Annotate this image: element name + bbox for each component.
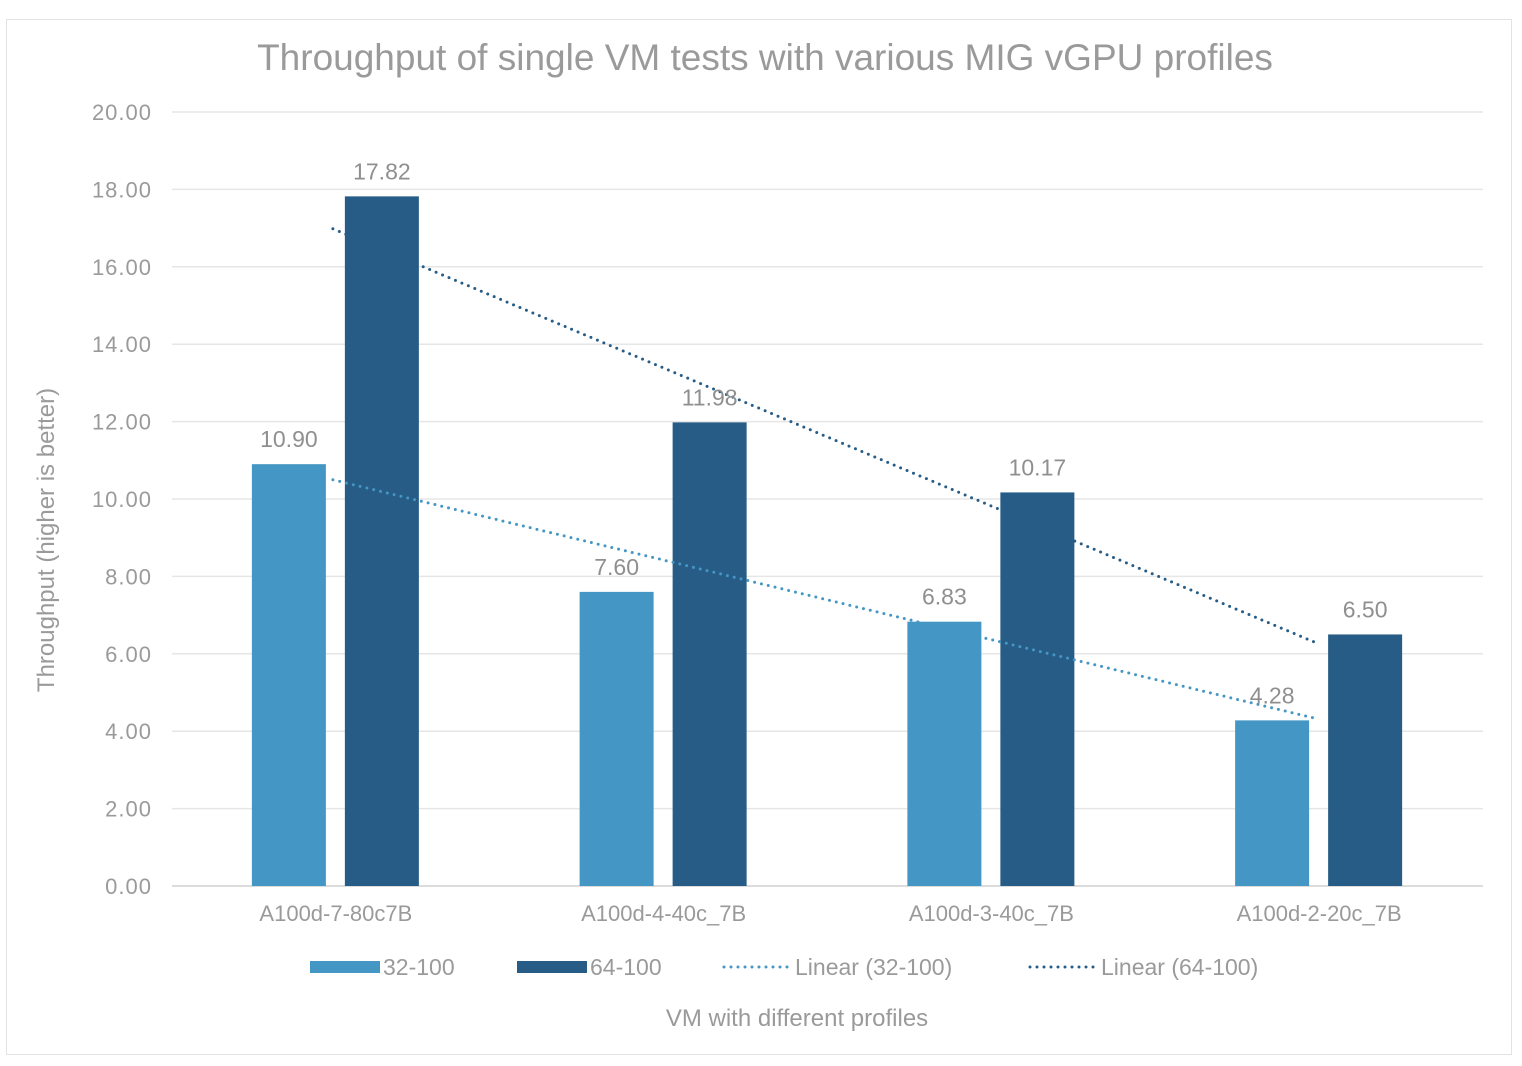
trendline-64-100 <box>331 227 1321 646</box>
data-label: 6.83 <box>922 584 967 610</box>
data-label: 10.17 <box>1009 454 1067 480</box>
y-tick-label: 2.00 <box>105 797 152 822</box>
x-axis-title: VM with different profiles <box>666 1005 928 1032</box>
bars <box>251 196 1403 887</box>
bar-64-100 <box>672 422 747 886</box>
y-tick-label: 12.00 <box>92 410 152 435</box>
bar-32-100 <box>907 621 982 886</box>
y-axis-title: Throughput (higher is better) <box>33 388 60 692</box>
y-axis-tick-labels: 0.00 2.00 4.00 6.00 8.00 10.00 12.00 14.00 16.00… <box>92 100 152 899</box>
trendline-32-100 <box>331 478 1321 721</box>
x-tick-label: A100d-3-40c_7B <box>909 901 1074 926</box>
legend: 32-100 64-100 Linear (32-100) Linear (64-10… <box>310 954 1258 980</box>
y-tick-label: 16.00 <box>92 255 152 280</box>
legend-item-3[interactable]: Linear (32-100) <box>722 954 952 980</box>
bar-64-100 <box>1000 492 1075 886</box>
data-label: 11.98 <box>682 384 738 410</box>
trendlines <box>331 227 1321 721</box>
y-tick-label: 20.00 <box>92 100 152 125</box>
data-label: 17.82 <box>353 158 411 184</box>
data-label: 4.28 <box>1250 682 1295 708</box>
legend-swatch <box>310 961 380 973</box>
legend-item-2[interactable]: 64-100 <box>517 954 662 980</box>
bar-64-100 <box>344 196 419 887</box>
x-tick-label: A100d-2-20c_7B <box>1237 901 1402 926</box>
y-tick-label: 14.00 <box>92 332 152 357</box>
bar-64-100 <box>1328 634 1403 886</box>
legend-swatch <box>517 961 587 973</box>
legend-item-4[interactable]: Linear (64-100) <box>1028 954 1258 980</box>
y-tick-label: 8.00 <box>105 564 152 589</box>
y-tick-label: 4.00 <box>105 719 152 744</box>
y-tick-label: 0.00 <box>105 874 152 899</box>
chart-title: Throughput of single VM tests with vario… <box>257 37 1273 78</box>
y-tick-label: 6.00 <box>105 642 152 667</box>
legend-label: Linear (64-100) <box>1101 954 1258 980</box>
x-axis-tick-labels: A100d-7-80c7B A100d-4-40c_7B A100d-3-40c_7… <box>259 901 1401 926</box>
bar-32-100 <box>579 591 654 886</box>
legend-item-1[interactable]: 32-100 <box>310 954 455 980</box>
x-tick-label: A100d-7-80c7B <box>259 901 412 926</box>
bar-32-100 <box>251 464 326 886</box>
legend-label: Linear (32-100) <box>795 954 952 980</box>
data-labels: 10.90 7.60 6.83 4.28 17.82 11.98 10.17 6.50 <box>260 158 1387 708</box>
bar-32-100 <box>1235 720 1310 886</box>
legend-label: 32-100 <box>383 954 455 980</box>
legend-label: 64-100 <box>590 954 662 980</box>
y-tick-label: 18.00 <box>92 177 152 202</box>
x-tick-label: A100d-4-40c_7B <box>581 901 746 926</box>
data-label: 10.90 <box>260 426 318 452</box>
data-label: 6.50 <box>1343 596 1388 622</box>
y-tick-label: 10.00 <box>92 487 152 512</box>
data-label: 7.60 <box>594 554 639 580</box>
